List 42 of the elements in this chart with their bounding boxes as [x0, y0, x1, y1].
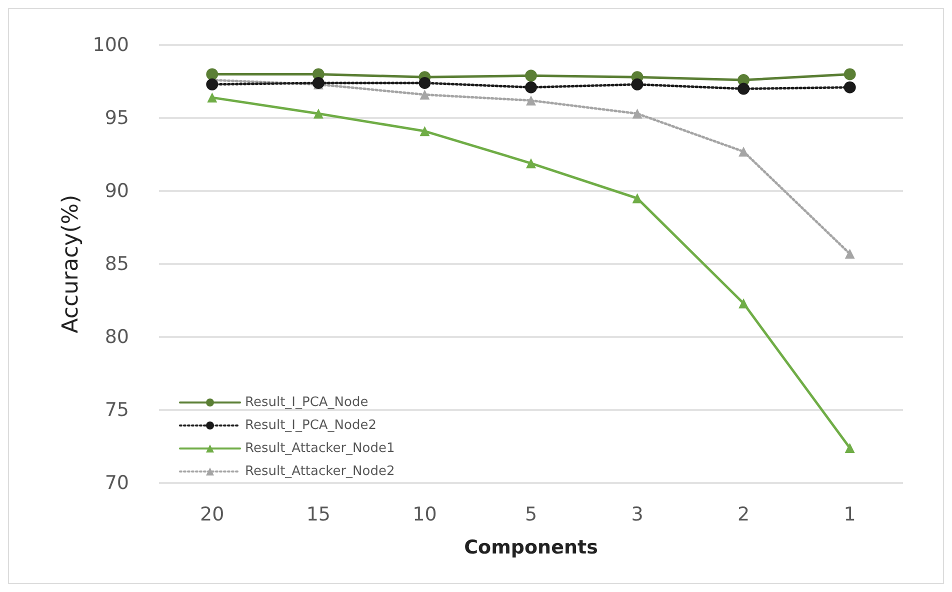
legend-label: Result_Attacker_Node2: [245, 464, 395, 479]
point: [738, 146, 749, 157]
x-axis-title: Components: [464, 536, 598, 558]
point: [525, 70, 537, 82]
point: [526, 95, 536, 106]
point: [418, 76, 431, 89]
point: [206, 78, 218, 90]
y-tick-label: 75: [104, 399, 129, 421]
legend-label: Result_I_PCA_Node: [245, 395, 368, 410]
x-tick-label: 10: [412, 504, 437, 526]
x-tick-label: 3: [631, 504, 644, 526]
point: [206, 68, 218, 80]
legend-label: Result_I_PCA_Node2: [245, 418, 377, 433]
point: [738, 82, 750, 95]
point: [313, 108, 324, 119]
point: [844, 248, 855, 259]
y-tick-label: 70: [104, 472, 129, 494]
point: [632, 108, 642, 119]
x-tick-label: 20: [200, 504, 224, 526]
point: [738, 298, 749, 308]
point: [525, 81, 537, 94]
point: [526, 158, 536, 168]
y-tick-label: 95: [104, 107, 129, 129]
point: [844, 442, 855, 453]
x-tick-label: 2: [738, 504, 750, 526]
x-tick-label: 5: [524, 504, 538, 526]
point: [420, 126, 430, 136]
point: [632, 193, 642, 204]
x-tick-label: 1: [844, 504, 856, 526]
y-tick-label: 80: [104, 326, 129, 348]
point: [844, 81, 856, 94]
x-tick-label: 15: [306, 504, 331, 526]
y-tick-label: 85: [104, 253, 129, 275]
point: [312, 76, 324, 89]
y-axis-title: Accuracy(%): [58, 194, 84, 334]
legend-label: Result_Attacker_Node1: [245, 441, 395, 456]
y-tick-label: 100: [92, 34, 129, 56]
y-tick-label: 90: [104, 180, 129, 202]
point: [631, 78, 644, 90]
point: [420, 90, 430, 100]
point: [844, 68, 856, 80]
point: [207, 92, 218, 103]
